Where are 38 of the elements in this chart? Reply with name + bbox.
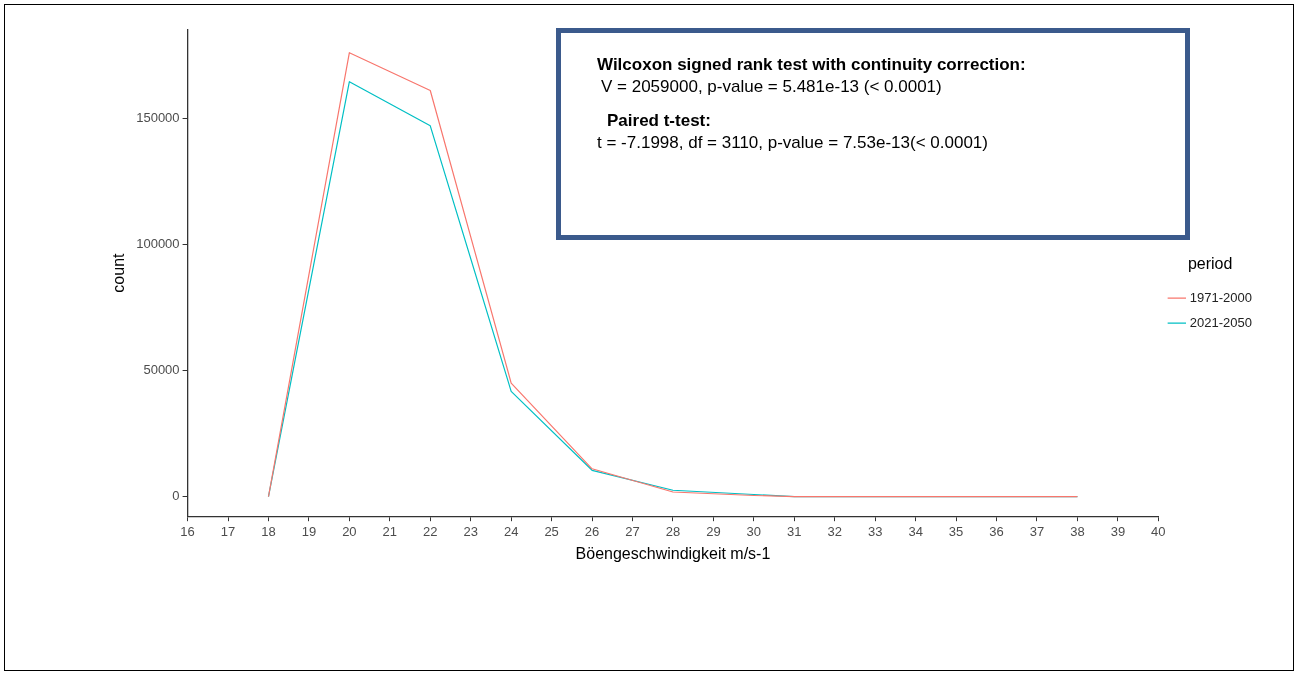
x-tick-label: 27	[625, 523, 640, 539]
x-tick-label: 16	[180, 523, 195, 539]
x-tick-label: 36	[989, 523, 1004, 539]
x-tick-label: 23	[463, 523, 478, 539]
x-tick-label: 25	[544, 523, 559, 539]
y-axis-title: count	[110, 252, 128, 293]
annotation: V = 2059000, p-value = 5.481e-13 (< 0.0001)	[601, 77, 943, 97]
x-tick-label: 32	[827, 523, 842, 539]
x-tick-label: 22	[423, 523, 438, 539]
legend-label: 1971-2000	[1189, 289, 1252, 305]
x-tick-label: 30	[746, 523, 762, 539]
x-axis-title: Böengeschwindigkeit m/s-1	[575, 544, 771, 562]
x-tick-label: 21	[382, 523, 398, 539]
x-tick-label: 20	[342, 523, 357, 539]
x-tick-label: 34	[908, 523, 923, 539]
x-tick-label: 19	[301, 523, 317, 539]
y-tick-label: 0	[172, 488, 180, 504]
x-tick-label: 28	[665, 523, 681, 539]
x-tick-label: 26	[584, 523, 600, 539]
x-tick-label: 35	[948, 523, 964, 539]
x-tick-label: 33	[867, 523, 883, 539]
x-tick-label: 40	[1151, 523, 1166, 539]
x-tick-label: 39	[1110, 523, 1126, 539]
x-tick-label: 37	[1029, 523, 1045, 539]
x-tick-label: 29	[706, 523, 721, 539]
x-tick-label: 38	[1070, 523, 1085, 539]
x-tick-label: 31	[787, 523, 802, 539]
legend-title: period	[1187, 254, 1233, 272]
annotation: Paired t-test:	[607, 111, 712, 131]
x-tick-label: 24	[503, 523, 519, 539]
x-tick-label: 17	[220, 523, 236, 539]
annotation: t = -7.1998, df = 3110, p-value = 7.53e-13(< 0.0001)	[597, 133, 989, 153]
annotation: Wilcoxon signed rank test with continuity correction:	[597, 55, 1027, 75]
y-tick-label: 150000	[136, 109, 180, 125]
x-tick-label: 18	[261, 523, 276, 539]
legend-label: 2021-2050	[1189, 314, 1252, 330]
y-tick-label: 100000	[136, 235, 180, 251]
y-tick-label: 50000	[143, 362, 180, 378]
